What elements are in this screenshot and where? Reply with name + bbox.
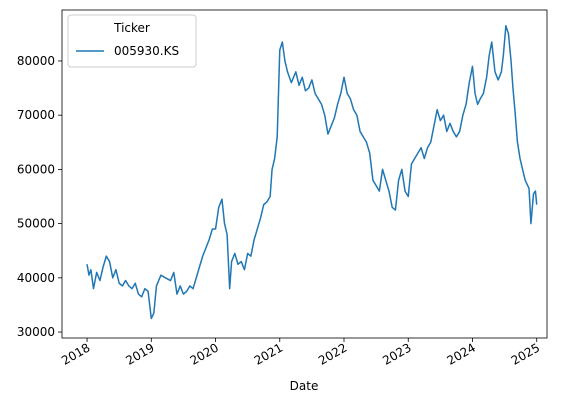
y-tick-label: 80000 [17, 54, 55, 68]
y-tick-label: 50000 [17, 217, 55, 231]
line-series [86, 24, 538, 320]
y-tick-label: 60000 [17, 162, 55, 176]
legend-box [67, 14, 197, 68]
x-tick-label: 2024 [445, 340, 478, 367]
legend-title: Ticker [113, 21, 150, 35]
y-tick-label: 40000 [17, 271, 55, 285]
legend-label: 005930.KS [114, 44, 179, 58]
x-tick-label: 2020 [188, 340, 221, 367]
x-tick-label: 2023 [380, 340, 413, 367]
y-tick-label: 30000 [17, 325, 55, 339]
y-tick-label: 70000 [17, 108, 55, 122]
legend: Ticker 005930.KS [67, 14, 197, 68]
x-tick-label: 2022 [316, 340, 349, 367]
x-tick-label: 2025 [509, 340, 542, 367]
x-tick-label: 2019 [123, 340, 156, 367]
plot-frame [61, 9, 548, 339]
x-tick-label: 2021 [252, 340, 285, 367]
x-tick-label: 2018 [59, 340, 92, 367]
x-axis-label: Date [290, 379, 319, 393]
